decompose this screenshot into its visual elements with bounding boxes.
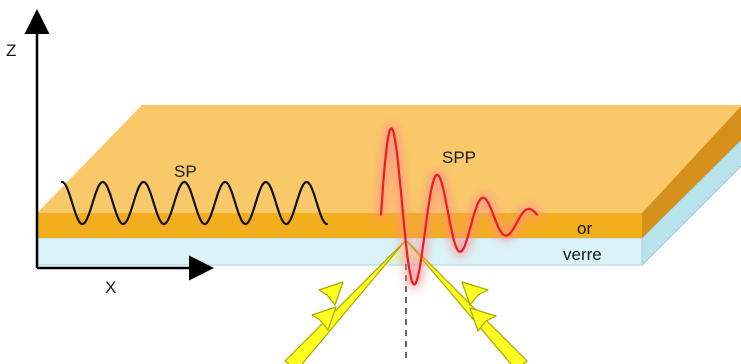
incident-chevron-1 bbox=[318, 281, 344, 306]
gold-side-face bbox=[642, 106, 741, 238]
incident-chevron-2 bbox=[311, 306, 337, 331]
reflected-chevron-2 bbox=[469, 307, 497, 332]
glass-layer bbox=[36, 139, 741, 267]
spp-wave bbox=[379, 127, 539, 286]
x-axis-label: X bbox=[105, 278, 116, 297]
reflected-beam bbox=[405, 239, 528, 364]
glass-layer-label: verre bbox=[563, 245, 602, 264]
reflected-chevron-1 bbox=[461, 281, 489, 306]
glass-front-face bbox=[36, 237, 643, 266]
sp-wave bbox=[60, 180, 329, 226]
gold-front-face bbox=[37, 213, 642, 238]
z-axis-label: Z bbox=[6, 41, 16, 60]
incident-beam bbox=[284, 239, 407, 364]
spp-label: SPP bbox=[442, 148, 476, 167]
gold-layer-label: or bbox=[577, 219, 592, 238]
sp-label: SP bbox=[174, 162, 197, 181]
